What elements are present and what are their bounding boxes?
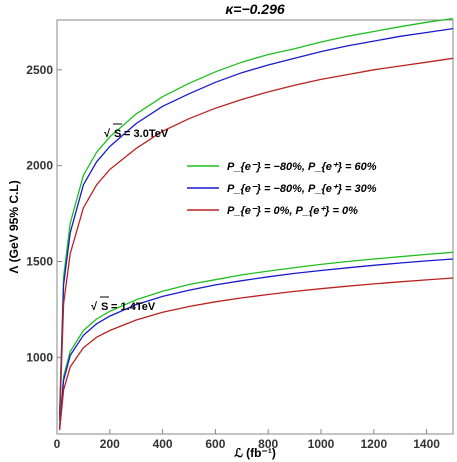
y-axis-label: Λ (GeV 95% C.L) bbox=[7, 180, 21, 273]
series-line-3 bbox=[58, 251, 454, 427]
legend-label-blue: P_{e⁻} = −80%, P_{e⁺} = 30% bbox=[227, 183, 377, 195]
annotation-14tev-s: S bbox=[101, 301, 108, 313]
annotation-14tev: √ S = 1.4TeV bbox=[91, 296, 156, 313]
x-tick-label: 1400 bbox=[413, 437, 440, 451]
x-axis-label: ℒ (fb⁻¹) bbox=[234, 446, 276, 460]
series-line-1 bbox=[58, 27, 454, 417]
y-tick-label: 1500 bbox=[26, 255, 53, 269]
plot-frame bbox=[56, 19, 454, 435]
x-tick-label: 400 bbox=[153, 437, 173, 451]
annotation-3tev-sqrt: √ bbox=[104, 128, 111, 140]
legend-label-red: P_{e⁻} = 0%, P_{e⁺} = 0% bbox=[227, 205, 358, 217]
y-axis-ticks: 1000 1500 2000 2500 bbox=[26, 63, 62, 364]
annotation-3tev: √ S = 3.0TeV bbox=[104, 123, 169, 140]
annotation-3tev-s: S bbox=[114, 128, 121, 140]
x-tick-label: 600 bbox=[205, 437, 225, 451]
y-tick-label: 2000 bbox=[26, 159, 53, 173]
y-tick-label: 1000 bbox=[26, 350, 53, 364]
series-line-2 bbox=[58, 57, 454, 421]
annotation-3tev-rest: = 3.0TeV bbox=[121, 128, 169, 140]
series-line-4 bbox=[58, 258, 454, 429]
series-line-5 bbox=[58, 277, 454, 431]
x-tick-label: 800 bbox=[258, 437, 278, 451]
annotation-14tev-sqrt: √ bbox=[91, 301, 98, 313]
x-tick-label: 1000 bbox=[308, 437, 335, 451]
chart-title: κ=−0.296 bbox=[225, 1, 285, 17]
series-line-0 bbox=[58, 17, 454, 415]
annotation-14tev-rest: = 1.4TeV bbox=[108, 301, 156, 313]
series-layer bbox=[58, 17, 454, 431]
x-axis-ticks: 0 200 400 600 800 1000 1200 1400 bbox=[54, 429, 440, 451]
legend: P_{e⁻} = −80%, P_{e⁺} = 60% P_{e⁻} = −80%… bbox=[187, 161, 377, 217]
legend-label-green: P_{e⁻} = −80%, P_{e⁺} = 60% bbox=[227, 161, 377, 173]
y-tick-label: 2500 bbox=[26, 63, 53, 77]
x-tick-label: 200 bbox=[100, 437, 120, 451]
x-tick-label: 1200 bbox=[360, 437, 387, 451]
x-tick-label: 0 bbox=[54, 437, 61, 451]
